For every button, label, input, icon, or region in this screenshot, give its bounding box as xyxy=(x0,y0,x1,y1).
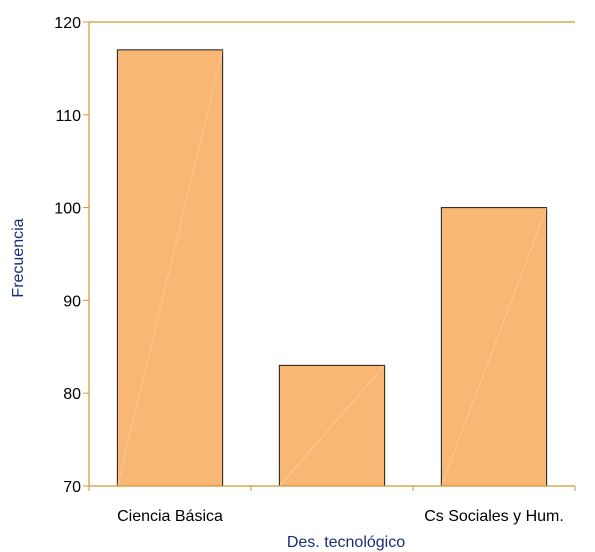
y-tick-label: 90 xyxy=(63,293,81,310)
y-axis-title: Frecuencia xyxy=(10,218,27,297)
x-axis-title: Des. tecnológico xyxy=(287,534,405,551)
x-tick-label: Cs Sociales y Hum. xyxy=(424,508,564,525)
bar-highlight xyxy=(278,365,386,487)
y-tick-label: 80 xyxy=(63,386,81,403)
y-tick-label: 100 xyxy=(54,201,81,218)
y-tick-label: 120 xyxy=(54,15,81,32)
bar xyxy=(440,207,548,487)
y-tick-label: 110 xyxy=(55,108,81,125)
bar-highlight xyxy=(440,207,548,487)
y-ticks-layer: 70 80 90 100 110 120 xyxy=(54,15,89,496)
x-tick-label: Ciencia Básica xyxy=(117,508,223,525)
bar xyxy=(116,49,224,487)
bar xyxy=(278,364,386,487)
bars-layer xyxy=(116,49,548,487)
axes-layer xyxy=(88,21,575,487)
y-tick-label: 70 xyxy=(63,479,81,496)
x-ticks-layer: Ciencia Básica Cs Sociales y Hum. xyxy=(88,486,576,525)
bar-highlight xyxy=(116,49,224,487)
